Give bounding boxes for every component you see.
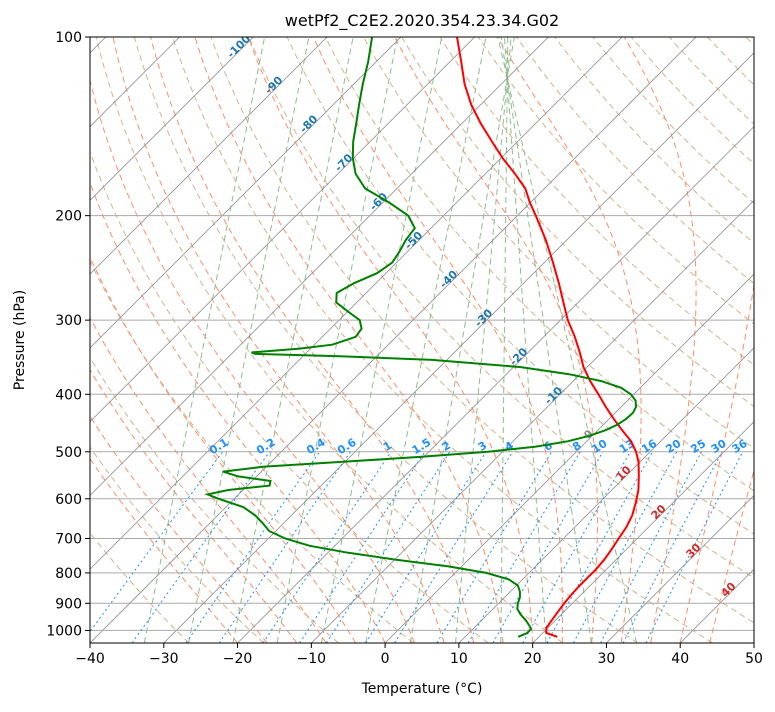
y-tick-label: 700: [55, 532, 82, 548]
dry-adiabat-line: [0, 37, 189, 643]
dry-adiabat-line: [364, 37, 775, 643]
isotherm-label: -100: [224, 32, 253, 61]
dry-adiabat-line: [0, 37, 264, 643]
y-tick-label: 200: [55, 209, 82, 225]
mixing-ratio-label: 30: [709, 437, 729, 456]
x-tick-label: 50: [745, 651, 763, 667]
mixing-ratio-line: [468, 452, 580, 643]
chart-title: wetPf2_C2E2.2020.354.23.34.G02: [285, 11, 559, 31]
isotherm-line: [0, 37, 327, 643]
mixing-ratio-line: [326, 452, 449, 643]
guide-curve-line: [504, 37, 546, 643]
x-axis-label: Temperature (°C): [361, 681, 483, 697]
dry-adiabat-line: [555, 37, 775, 643]
y-tick-label: 500: [55, 445, 82, 461]
mixing-ratio-line: [601, 452, 702, 643]
mixing-ratio-line: [263, 452, 391, 643]
x-tick-label: 40: [671, 651, 689, 667]
mixing-ratio-line: [366, 452, 486, 643]
x-tick-label: −20: [223, 651, 253, 667]
dry-adiabat-line: [746, 37, 775, 643]
guide-curve-line: [498, 37, 637, 643]
mixing-ratio-line: [547, 452, 653, 643]
mixing-ratio-label: 0.4: [304, 436, 328, 458]
mixing-ratio-line: [395, 452, 513, 643]
mixing-ratio-label: 25: [688, 437, 708, 456]
moist-adiabat-line: [710, 37, 775, 643]
moist-adiabat-line: [0, 37, 238, 643]
mixing-ratio-label: 0.1: [207, 436, 230, 457]
dry-adiabat-line: [631, 37, 775, 643]
axis-ticks: −40 −30 −20 −10 0 10 20 30 40 50 100 200 300 400 500 60…: [46, 30, 763, 667]
y-tick-label: 1000: [46, 623, 82, 639]
y-tick-label: 900: [55, 596, 82, 612]
x-tick-label: −10: [297, 651, 327, 667]
y-tick-label: 600: [55, 492, 82, 508]
isotherm-line: [311, 37, 775, 643]
isotherm-label: -30: [472, 306, 495, 329]
isotherm-label: -10: [542, 384, 565, 407]
isotherm-label: -40: [437, 267, 460, 290]
moist-adiabat-line: [497, 37, 641, 643]
dry-adiabat-line: [708, 37, 775, 643]
isotherm-line: [754, 37, 775, 643]
isotherm-line: [0, 37, 253, 643]
isotherm-line: [0, 37, 475, 643]
y-tick-label: 100: [55, 30, 82, 46]
isotherm-line: [533, 37, 775, 643]
guide-curve-line: [277, 37, 397, 643]
guide-curve-line: [410, 37, 514, 643]
x-tick-label: 0: [381, 651, 390, 667]
x-tick-label: 10: [450, 651, 468, 667]
y-tick-label: 300: [55, 313, 82, 329]
mixing-ratio-label: 0.6: [335, 436, 359, 458]
x-tick-label: 20: [524, 651, 542, 667]
dry-adiabat-line: [134, 37, 638, 643]
moist-adiabat-line: [5, 37, 326, 643]
mixing-ratio-label: 0.2: [254, 436, 277, 457]
x-tick-label: −40: [75, 651, 105, 667]
dry-adiabat-line: [20, 37, 414, 643]
mixing-ratio-line: [523, 452, 631, 643]
isotherm-line: [0, 37, 548, 643]
isotherm-label: 30: [684, 541, 704, 561]
mixing-ratio-label: 36: [730, 437, 750, 456]
mixing-ratio-label: 16: [639, 437, 659, 456]
isotherm-label: -20: [507, 345, 530, 368]
isotherm-label: 10: [614, 463, 634, 483]
isotherm-label: -80: [297, 112, 320, 135]
isotherm-label: 40: [719, 579, 739, 599]
x-tick-label: 30: [598, 651, 616, 667]
y-axis-label: Pressure (hPa): [12, 290, 28, 390]
mixing-ratio-label: 20: [664, 437, 684, 456]
mixing-ratio-label: 1.5: [410, 436, 433, 457]
mixing-ratio-line: [219, 452, 350, 643]
dry-adiabat-line: [96, 37, 563, 643]
isotherm-line: [16, 37, 622, 643]
y-tick-label: 800: [55, 566, 82, 582]
y-tick-label: 400: [55, 387, 82, 403]
x-tick-label: −30: [149, 651, 179, 667]
guide-curve-line: [501, 37, 591, 643]
isotherm-label: -90: [262, 73, 285, 96]
isotherm-line: [164, 37, 770, 643]
moist-adiabat-line: [81, 37, 415, 643]
isotherm-line: [90, 37, 696, 643]
